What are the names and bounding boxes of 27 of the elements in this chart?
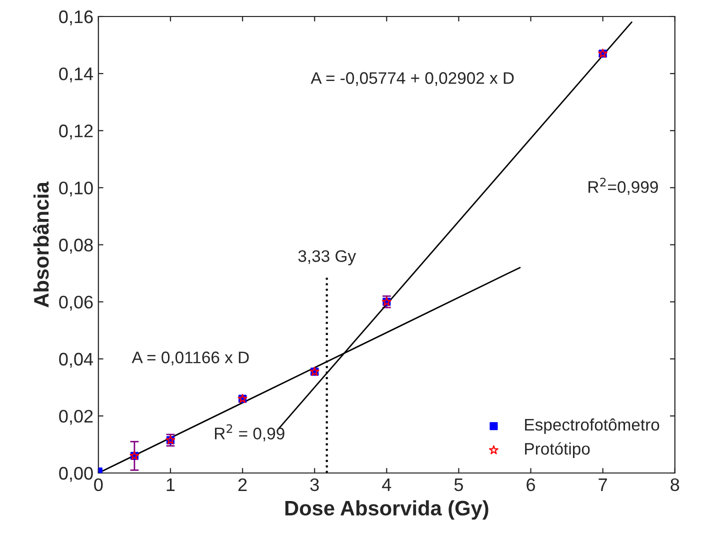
y-tick-label: 0,00 (59, 466, 93, 482)
y-tick-label: 0,14 (59, 67, 94, 82)
x-tick-label: 5 (454, 478, 463, 492)
x-axis-title: Dose Absorvida (Gy) (285, 500, 488, 520)
y-tick-label: 0,08 (59, 238, 93, 254)
annotation: A = 0,01166 x D (132, 352, 249, 366)
ref-line-label: 3,33 Gy (298, 250, 356, 266)
x-tick-label: 4 (382, 478, 392, 491)
legend-label: Espectrofotômetro (525, 418, 660, 434)
y-tick-label: 0,16 (59, 10, 93, 26)
legend-label: Protótipo (525, 442, 590, 458)
x-tick-label: 6 (526, 478, 535, 492)
y-tick-label: 0,06 (59, 296, 93, 311)
y-tick-label: 0,12 (59, 124, 93, 140)
x-tick-label: 8 (670, 478, 680, 492)
y-tick-label: 0,02 (59, 410, 93, 425)
x-tick-label: 7 (598, 478, 607, 491)
y-axis-title: Absorbância (32, 182, 49, 308)
x-tick-label: 1 (166, 478, 175, 491)
x-tick-label: 0 (94, 478, 103, 492)
annotation: R$^{2}$=0,999 (588, 178, 658, 195)
annotation: A = -0,05774 + 0,02902 x D (310, 72, 514, 86)
annotation: R$^{2}$ = 0,99 (214, 424, 284, 442)
y-tick-label: 0,10 (59, 182, 93, 197)
x-tick-label: 3 (310, 478, 319, 492)
y-tick-label: 0,04 (59, 352, 94, 368)
x-tick-label: 2 (238, 478, 247, 491)
